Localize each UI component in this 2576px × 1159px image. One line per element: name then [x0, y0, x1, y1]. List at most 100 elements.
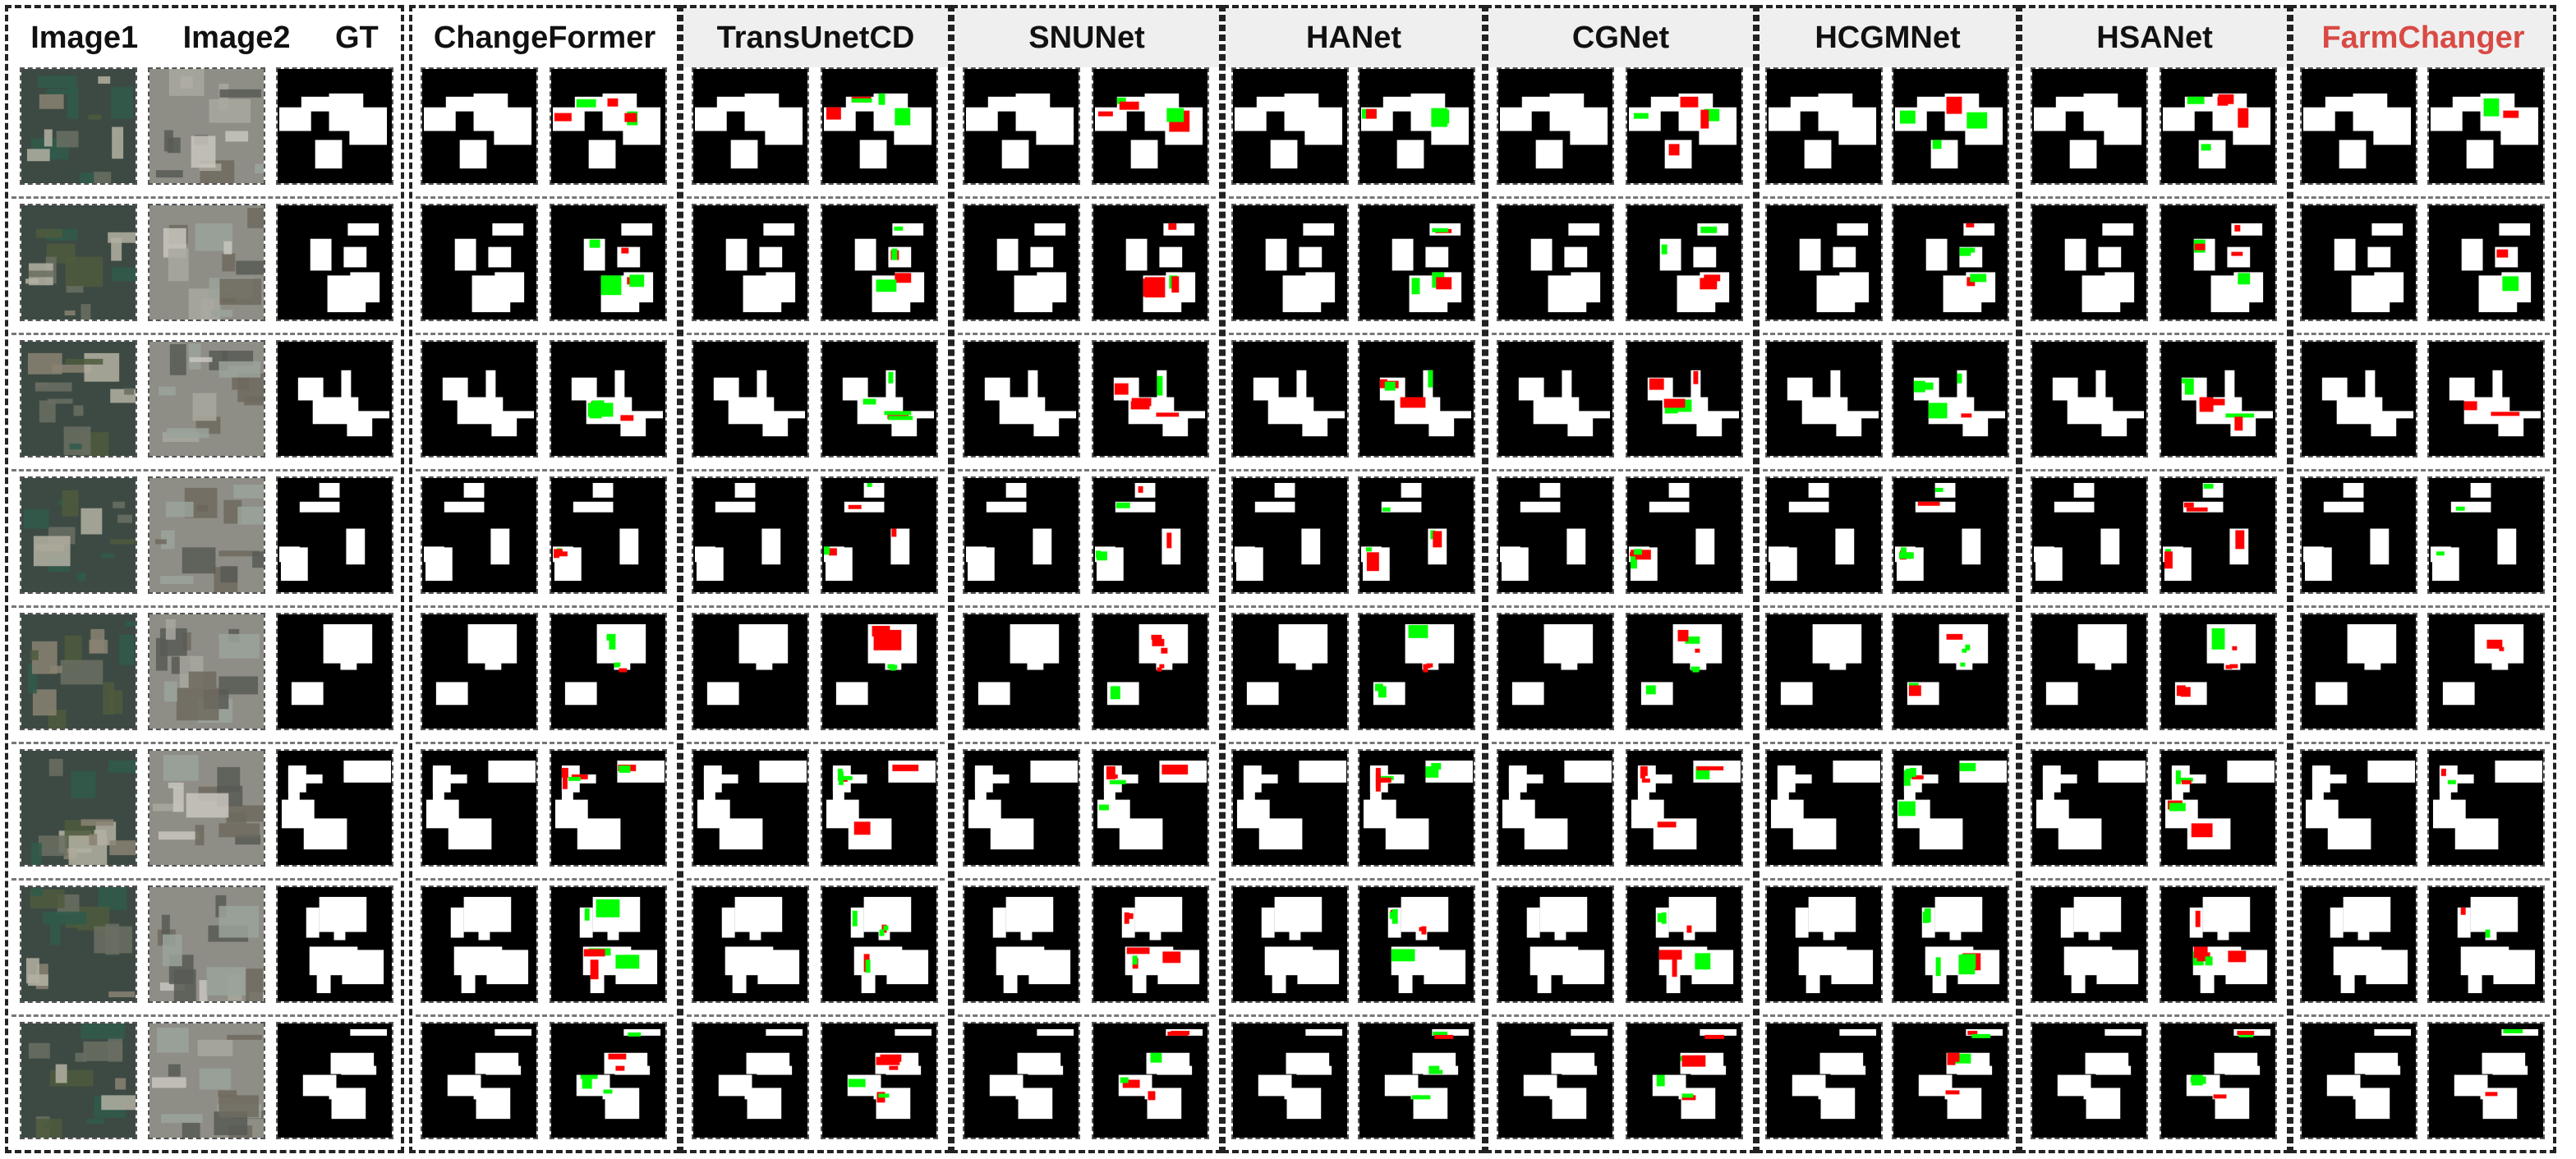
gt-mask-thumbnail	[276, 749, 393, 867]
error-map-thumbnail	[2427, 613, 2545, 730]
row-separator	[12, 469, 398, 471]
image1-thumbnail	[20, 749, 137, 867]
prediction-thumbnail	[1497, 204, 1614, 321]
method-label: HSANet	[2096, 20, 2213, 55]
prediction-thumbnail	[1231, 204, 1349, 321]
image1-thumbnail	[20, 1022, 137, 1139]
prediction-thumbnail	[1765, 67, 1883, 185]
method-section-snunet: SNUNet	[951, 5, 1222, 1153]
error-map-thumbnail	[1092, 204, 1209, 321]
error-map-thumbnail	[1892, 476, 2009, 594]
row-separator	[2026, 605, 2284, 608]
method-header: ChangeFormer	[412, 8, 677, 67]
row-separator	[1229, 469, 1479, 471]
prediction-thumbnail	[1765, 749, 1883, 867]
prediction-thumbnail	[963, 885, 1080, 1003]
row-separator	[2026, 742, 2284, 744]
prediction-thumbnail	[1497, 476, 1614, 594]
error-map-thumbnail	[1626, 1022, 1743, 1139]
method-label-highlighted: FarmChanger	[2321, 20, 2525, 55]
error-map-thumbnail	[1358, 613, 1475, 730]
row-separator	[2297, 196, 2550, 199]
row-separator	[1229, 196, 1479, 199]
method-label: ChangeFormer	[433, 20, 656, 55]
prediction-thumbnail	[2031, 1022, 2148, 1139]
prediction-thumbnail	[1497, 1022, 1614, 1139]
prediction-thumbnail	[1765, 476, 1883, 594]
inputs-header: Image1 Image2 GT	[8, 8, 401, 67]
prediction-thumbnail	[963, 1022, 1080, 1139]
method-header: SNUNet	[954, 8, 1219, 67]
prediction-thumbnail	[2300, 476, 2417, 594]
method-header: CGNet	[1488, 8, 1753, 67]
prediction-thumbnail	[692, 1022, 809, 1139]
row-separator	[1763, 333, 2012, 335]
row-separator	[1492, 196, 1750, 199]
error-map-thumbnail	[821, 1022, 938, 1139]
image1-thumbnail	[20, 67, 137, 185]
error-map-thumbnail	[1358, 885, 1475, 1003]
method-section-cgnet: CGNet	[1485, 5, 1756, 1153]
method-section-hcgmnet: HCGMNet	[1756, 5, 2019, 1153]
method-header: FarmChanger	[2293, 8, 2553, 67]
prediction-thumbnail	[692, 476, 809, 594]
prediction-thumbnail	[421, 1022, 538, 1139]
error-map-thumbnail	[2160, 204, 2277, 321]
row-separator	[687, 333, 945, 335]
error-map-thumbnail	[1626, 67, 1743, 185]
row-separator	[1763, 196, 2012, 199]
error-map-thumbnail	[550, 476, 667, 594]
row-separator	[2026, 196, 2284, 199]
prediction-thumbnail	[421, 67, 538, 185]
error-map-thumbnail	[1626, 476, 1743, 594]
error-map-thumbnail	[2160, 885, 2277, 1003]
row-separator	[416, 196, 674, 199]
image2-thumbnail	[148, 885, 265, 1003]
method-label: TransUnetCD	[716, 20, 915, 55]
prediction-thumbnail	[2300, 749, 2417, 867]
prediction-thumbnail	[421, 204, 538, 321]
row-separator	[416, 1014, 674, 1017]
prediction-thumbnail	[2300, 885, 2417, 1003]
error-map-thumbnail	[550, 749, 667, 867]
error-map-thumbnail	[1358, 749, 1475, 867]
prediction-thumbnail	[1231, 1022, 1349, 1139]
row-separator	[1763, 742, 2012, 744]
prediction-thumbnail	[963, 340, 1080, 458]
row-separator	[2026, 333, 2284, 335]
error-map-thumbnail	[821, 204, 938, 321]
row-separator	[1229, 878, 1479, 881]
error-map-thumbnail	[2160, 340, 2277, 458]
method-section-changeformer: ChangeFormer	[409, 5, 680, 1153]
row-separator	[416, 469, 674, 471]
gt-mask-thumbnail	[276, 476, 393, 594]
error-map-thumbnail	[550, 204, 667, 321]
image1-thumbnail	[20, 476, 137, 594]
prediction-thumbnail	[2300, 613, 2417, 730]
row-separator	[1492, 742, 1750, 744]
error-map-thumbnail	[1892, 613, 2009, 730]
column-label-gt: GT	[334, 20, 379, 55]
column-label-image1: Image1	[30, 20, 139, 55]
prediction-thumbnail	[2031, 340, 2148, 458]
row-separator	[1763, 878, 2012, 881]
gt-mask-thumbnail	[276, 67, 393, 185]
prediction-thumbnail	[421, 340, 538, 458]
prediction-thumbnail	[963, 204, 1080, 321]
error-map-thumbnail	[2427, 1022, 2545, 1139]
row-separator	[2297, 605, 2550, 608]
prediction-thumbnail	[1765, 204, 1883, 321]
method-section-hsanet: HSANet	[2019, 5, 2290, 1153]
method-header: HANet	[1226, 8, 1482, 67]
prediction-thumbnail	[1497, 613, 1614, 730]
method-header: HCGMNet	[1760, 8, 2016, 67]
prediction-thumbnail	[421, 749, 538, 867]
error-map-thumbnail	[2427, 476, 2545, 594]
prediction-thumbnail	[692, 885, 809, 1003]
prediction-thumbnail	[1497, 67, 1614, 185]
row-separator	[12, 878, 398, 881]
error-map-thumbnail	[1892, 340, 2009, 458]
image2-thumbnail	[148, 476, 265, 594]
error-map-thumbnail	[1892, 1022, 2009, 1139]
